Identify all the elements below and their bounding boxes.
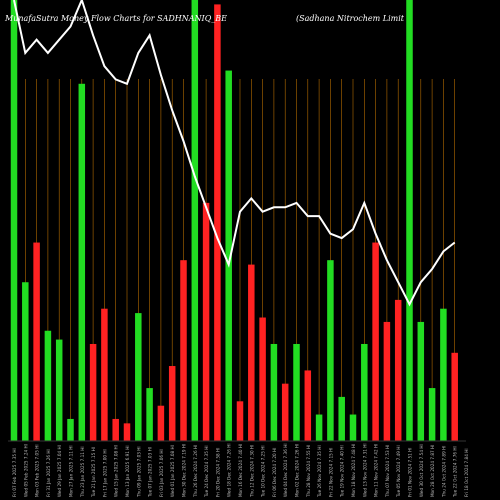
bar-down [259,317,266,441]
bar-up [361,343,368,441]
x-tick-label: Wed 04 Dec 2024 7.36 Hl [283,443,288,497]
x-tick-label: Tue 10 Dec 2024 7.25 Hl [261,445,266,498]
bar-up [135,313,142,441]
x-tick-label: Tue 22 Oct 2024 7.76 Hl [453,446,458,498]
bar-up [22,282,29,441]
bar-up [315,414,323,441]
x-tick-label: Fri 18 Oct 2024 7.84 Hl [464,448,469,497]
x-tick-label: Mon 18 Nov 2024 7.48 Hl [351,444,356,497]
x-tick-label: Mon 27 Jan 2025 7.11 Hl [69,445,74,497]
bar-up [406,0,413,441]
bar-up [10,0,18,441]
x-tick-label: Wed 13 Nov 2024 7.31 Hl [362,443,367,497]
bar-down [394,299,402,441]
bar-down [304,370,312,441]
x-tick-label: Wed 01 Jan 2025 7.08 Hl [170,445,175,497]
x-tick-label: Fri 06 Dec 2024 7.20 Hl [272,448,277,497]
bar-up [78,83,86,441]
x-tick-label: Wed 15 Jan 2025 7.08 Hl [114,445,119,497]
x-tick-label: Thu 24 Oct 2024 7.89 Hl [441,446,446,498]
bar-down [168,366,176,441]
bar-up [55,339,63,441]
bar-up [225,70,232,441]
x-tick-label: Thu 09 Jan 2025 7.03 Hl [136,446,141,498]
bar-down [157,405,165,441]
bar-down [180,260,187,441]
x-tick-label: Fri 31 Jan 2025 7.26 Hl [46,449,51,497]
bar-up [67,418,74,441]
x-tick-label: Tue 21 Jan 2025 7.15 Hl [91,447,96,498]
x-tick-label: Fri 17 Jan 2025 7.00 Hl [102,449,107,497]
chart-title: MunafaSutra Money Flow Charts for SADHNA… [5,14,227,23]
x-tick-label: Tue 26 Nov 2024 7.35 Hl [317,445,322,498]
bar-up [191,0,199,441]
bar-up [428,388,436,441]
bar-up [327,260,334,441]
bar-down [281,383,289,441]
x-tick-label: Wed 18 Dec 2024 7.26 Hl [227,443,232,497]
bar-down [383,321,391,441]
x-tick-label: Thu 23 Jan 2025 7.11 Hl [80,446,85,498]
bar-down [214,4,221,441]
x-tick-label: Fri 07 Feb 2025 7.35 Hl [12,448,17,497]
x-tick-label: Mon 02 Dec 2024 7.26 Hl [295,444,300,497]
x-tick-label: Mon 28 Oct 2024 7.87 Hl [430,445,435,497]
x-tick-label: Wed 30 Oct 2024 7.54 Hl [419,444,424,497]
x-tick-label: Mon 11 Nov 2024 7.42 Hl [374,444,379,497]
x-tick-label: Fri 20 Dec 2024 7.58 Hl [215,448,220,497]
x-tick-label: Mon 30 Dec 2024 7.19 Hl [182,444,187,497]
bar-down [123,423,131,441]
bar-up [338,396,345,441]
bars-group [10,0,458,441]
bar-down [33,242,40,441]
bar-down [101,308,108,441]
x-axis-labels: Fri 07 Feb 2025 7.35 Hl Wed 05 Feb 2025 7… [12,443,469,498]
bar-up [44,330,52,441]
bar-up [440,308,447,441]
bar-down [451,352,458,441]
bar-down [248,264,255,441]
x-tick-label: Tue 19 Nov 2024 7.40 Hl [340,445,345,498]
x-tick-label: Mon 16 Dec 2024 7.40 Hl [238,444,243,497]
bar-down [236,401,244,441]
x-tick-label: Tue 24 Dec 2024 7.35 Hl [204,445,209,498]
bar-up [146,388,153,441]
bar-up [270,343,278,441]
bar-down [202,202,210,441]
bar-down [112,418,119,441]
x-tick-label: Mon 13 Jan 2025 6.91 Hl [125,445,130,497]
x-tick-label: Thu 12 Dec 2024 7.30 Hl [249,445,254,498]
bar-up [417,321,425,441]
x-tick-label: Thu 07 Nov 2024 7.53 Hl [385,445,390,498]
x-tick-label: Wed 05 Feb 2025 7.24 Hl [23,444,28,497]
x-tick-label: Tue 05 Nov 2024 7.49 Hl [396,445,401,498]
chart-subtitle: (Sadhana Nitrochem Limit [296,14,405,23]
bar-up [349,414,357,441]
x-tick-label: Thu 26 Dec 2024 7.26 Hl [193,445,198,498]
x-tick-label: Mon 03 Feb 2025 7.05 Hl [35,444,40,497]
bar-up [293,343,300,441]
x-tick-label: Tue 07 Jan 2025 7.03 Hl [148,447,153,498]
x-tick-label: Wed 29 Jan 2025 7.04 Hl [57,445,62,497]
bar-down [89,343,97,441]
x-tick-label: Fri 01 Nov 2024 7.51 Hl [408,448,413,497]
x-tick-label: Fri 22 Nov 2024 7.15 Hl [328,448,333,497]
x-tick-label: Thu 28 Nov 2024 7.55 Hl [306,445,311,498]
bar-down [372,242,379,441]
x-tick-label: Fri 03 Jan 2025 7.06 Hl [159,449,164,497]
price-line [13,0,456,307]
